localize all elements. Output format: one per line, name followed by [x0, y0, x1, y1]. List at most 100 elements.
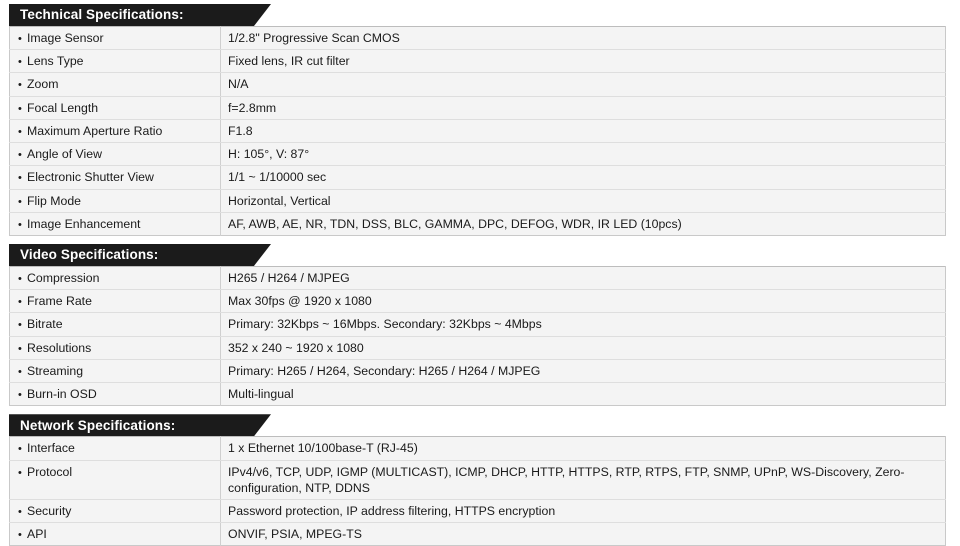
spec-label-cell: • Interface — [9, 436, 221, 461]
table-row: • Burn-in OSD Multi-lingual — [9, 382, 946, 406]
table-row: • Image Sensor 1/2.8" Progressive Scan CM… — [9, 26, 946, 51]
spec-label: API — [27, 527, 47, 542]
spec-value: H265 / H264 / MJPEG — [228, 270, 350, 285]
section-title-video: Video Specifications: — [20, 247, 159, 263]
table-row: • Lens Type Fixed lens, IR cut filter — [9, 49, 946, 74]
spec-label: Protocol — [27, 464, 73, 479]
spec-value: F1.8 — [228, 123, 253, 138]
table-row: • Streaming Primary: H265 / H264, Seconda… — [9, 358, 946, 384]
bullet-icon: • — [18, 389, 22, 402]
spec-label-cell: • Angle of View — [9, 142, 221, 167]
spec-label: Security — [27, 503, 72, 518]
bullet-icon: • — [18, 172, 22, 185]
spec-value: Horizontal, Vertical — [228, 193, 331, 208]
spec-label: Bitrate — [27, 317, 63, 332]
spec-value: 1 x Ethernet 10/100base-T (RJ-45) — [228, 441, 418, 456]
spec-value-cell: N/A — [220, 72, 946, 97]
table-row: • Frame Rate Max 30fps @ 1920 x 1080 — [9, 289, 946, 314]
spec-label-cell: • Burn-in OSD — [9, 382, 221, 406]
spec-label: Focal Length — [27, 100, 99, 115]
spec-value-cell: Max 30fps @ 1920 x 1080 — [220, 289, 946, 314]
table-row: • Angle of View H: 105°, V: 87° — [9, 142, 946, 167]
spec-value: IPv4/v6, TCP, UDP, IGMP (MULTICAST), ICM… — [228, 464, 905, 495]
section-network: Network Specifications: • Interface 1 x E… — [9, 406, 946, 546]
spec-label-cell: • Flip Mode — [9, 188, 221, 213]
bullet-icon: • — [18, 149, 22, 162]
bullet-icon: • — [18, 272, 22, 285]
spec-value-cell: Horizontal, Vertical — [220, 188, 946, 213]
spec-table-network: • Interface 1 x Ethernet 10/100base-T (RJ… — [9, 436, 946, 546]
spec-value-cell: Password protection, IP address filterin… — [220, 498, 946, 524]
table-row: • Maximum Aperture Ratio F1.8 — [9, 118, 946, 144]
bullet-icon: • — [18, 529, 22, 542]
spec-label-cell: • Image Enhancement — [9, 211, 221, 236]
spec-label: Lens Type — [27, 54, 84, 69]
bullet-icon: • — [18, 195, 22, 208]
spec-value-cell: AF, AWB, AE, NR, TDN, DSS, BLC, GAMMA, D… — [220, 211, 946, 236]
spec-label: Resolutions — [27, 340, 92, 355]
spec-value-cell: H: 105°, V: 87° — [220, 142, 946, 167]
section-video: Video Specifications: • Compression H265 … — [9, 236, 946, 407]
spec-value-cell: Multi-lingual — [220, 382, 946, 406]
spec-value: Max 30fps @ 1920 x 1080 — [228, 294, 372, 309]
spec-label: Interface — [27, 441, 75, 456]
spec-label-cell: • Lens Type — [9, 49, 221, 74]
table-row: • Bitrate Primary: 32Kbps ~ 16Mbps. Secon… — [9, 312, 946, 337]
bullet-icon: • — [18, 296, 22, 309]
specifications-sheet: Technical Specifications: • Image Sensor … — [9, 0, 946, 546]
table-row: • Resolutions 352 x 240 ~ 1920 x 1080 — [9, 335, 946, 360]
spec-value-cell: 352 x 240 ~ 1920 x 1080 — [220, 335, 946, 360]
bullet-icon: • — [18, 466, 22, 479]
spec-value: Primary: 32Kbps ~ 16Mbps. Secondary: 32K… — [228, 317, 542, 332]
section-header-banner-network: Network Specifications: — [9, 414, 271, 437]
spec-table-technical: • Image Sensor 1/2.8" Progressive Scan CM… — [9, 26, 946, 236]
table-row: • Image Enhancement AF, AWB, AE, NR, TDN,… — [9, 211, 946, 236]
spec-value-cell: F1.8 — [220, 118, 946, 144]
table-row: • Electronic Shutter View 1/1 ~ 1/10000 s… — [9, 165, 946, 190]
spec-value-cell: ONVIF, PSIA, MPEG-TS — [220, 522, 946, 546]
spec-value: Primary: H265 / H264, Secondary: H265 / … — [228, 363, 541, 378]
spec-label-cell: • Protocol — [9, 459, 221, 500]
table-row: • API ONVIF, PSIA, MPEG-TS — [9, 522, 946, 546]
spec-value-cell: Primary: 32Kbps ~ 16Mbps. Secondary: 32K… — [220, 312, 946, 337]
spec-label-cell: • Compression — [9, 266, 221, 291]
bullet-icon: • — [18, 218, 22, 231]
spec-label: Zoom — [27, 77, 59, 92]
spec-label: Compression — [27, 270, 100, 285]
section-title-network: Network Specifications: — [20, 417, 176, 433]
spec-label-cell: • Maximum Aperture Ratio — [9, 118, 221, 144]
bullet-icon: • — [18, 125, 22, 138]
table-row: • Security Password protection, IP addres… — [9, 498, 946, 524]
spec-table-video: • Compression H265 / H264 / MJPEG • Frame … — [9, 265, 946, 407]
spec-value-cell: Fixed lens, IR cut filter — [220, 49, 946, 74]
spec-value: H: 105°, V: 87° — [228, 147, 310, 162]
table-row: • Flip Mode Horizontal, Vertical — [9, 188, 946, 213]
table-row: • Compression H265 / H264 / MJPEG — [9, 266, 946, 291]
spec-label: Image Enhancement — [27, 216, 141, 231]
spec-value: N/A — [228, 77, 249, 92]
bullet-icon: • — [18, 102, 22, 115]
spec-value: f=2.8mm — [228, 100, 277, 115]
bullet-icon: • — [18, 319, 22, 332]
spec-label: Maximum Aperture Ratio — [27, 123, 163, 138]
spec-label-cell: • Frame Rate — [9, 289, 221, 314]
spec-label: Burn-in OSD — [27, 387, 97, 402]
spec-value: Password protection, IP address filterin… — [228, 503, 556, 518]
spec-value: 352 x 240 ~ 1920 x 1080 — [228, 340, 364, 355]
bullet-icon: • — [18, 56, 22, 69]
spec-label: Image Sensor — [27, 31, 104, 45]
spec-value-cell: 1 x Ethernet 10/100base-T (RJ-45) — [220, 436, 946, 461]
bullet-icon: • — [18, 505, 22, 518]
section-technical: Technical Specifications: • Image Sensor … — [9, 0, 946, 236]
spec-value: 1/1 ~ 1/10000 sec — [228, 170, 327, 185]
spec-label-cell: • Resolutions — [9, 335, 221, 360]
spec-value-cell: 1/2.8" Progressive Scan CMOS — [220, 26, 946, 51]
spec-label-cell: • API — [9, 522, 221, 546]
spec-label: Flip Mode — [27, 193, 81, 208]
spec-value-cell: H265 / H264 / MJPEG — [220, 266, 946, 291]
spec-value: Fixed lens, IR cut filter — [228, 54, 350, 69]
section-title-technical: Technical Specifications: — [20, 7, 184, 23]
spec-value-cell: f=2.8mm — [220, 95, 946, 120]
spec-label: Frame Rate — [27, 294, 92, 309]
spec-label: Electronic Shutter View — [27, 170, 154, 185]
